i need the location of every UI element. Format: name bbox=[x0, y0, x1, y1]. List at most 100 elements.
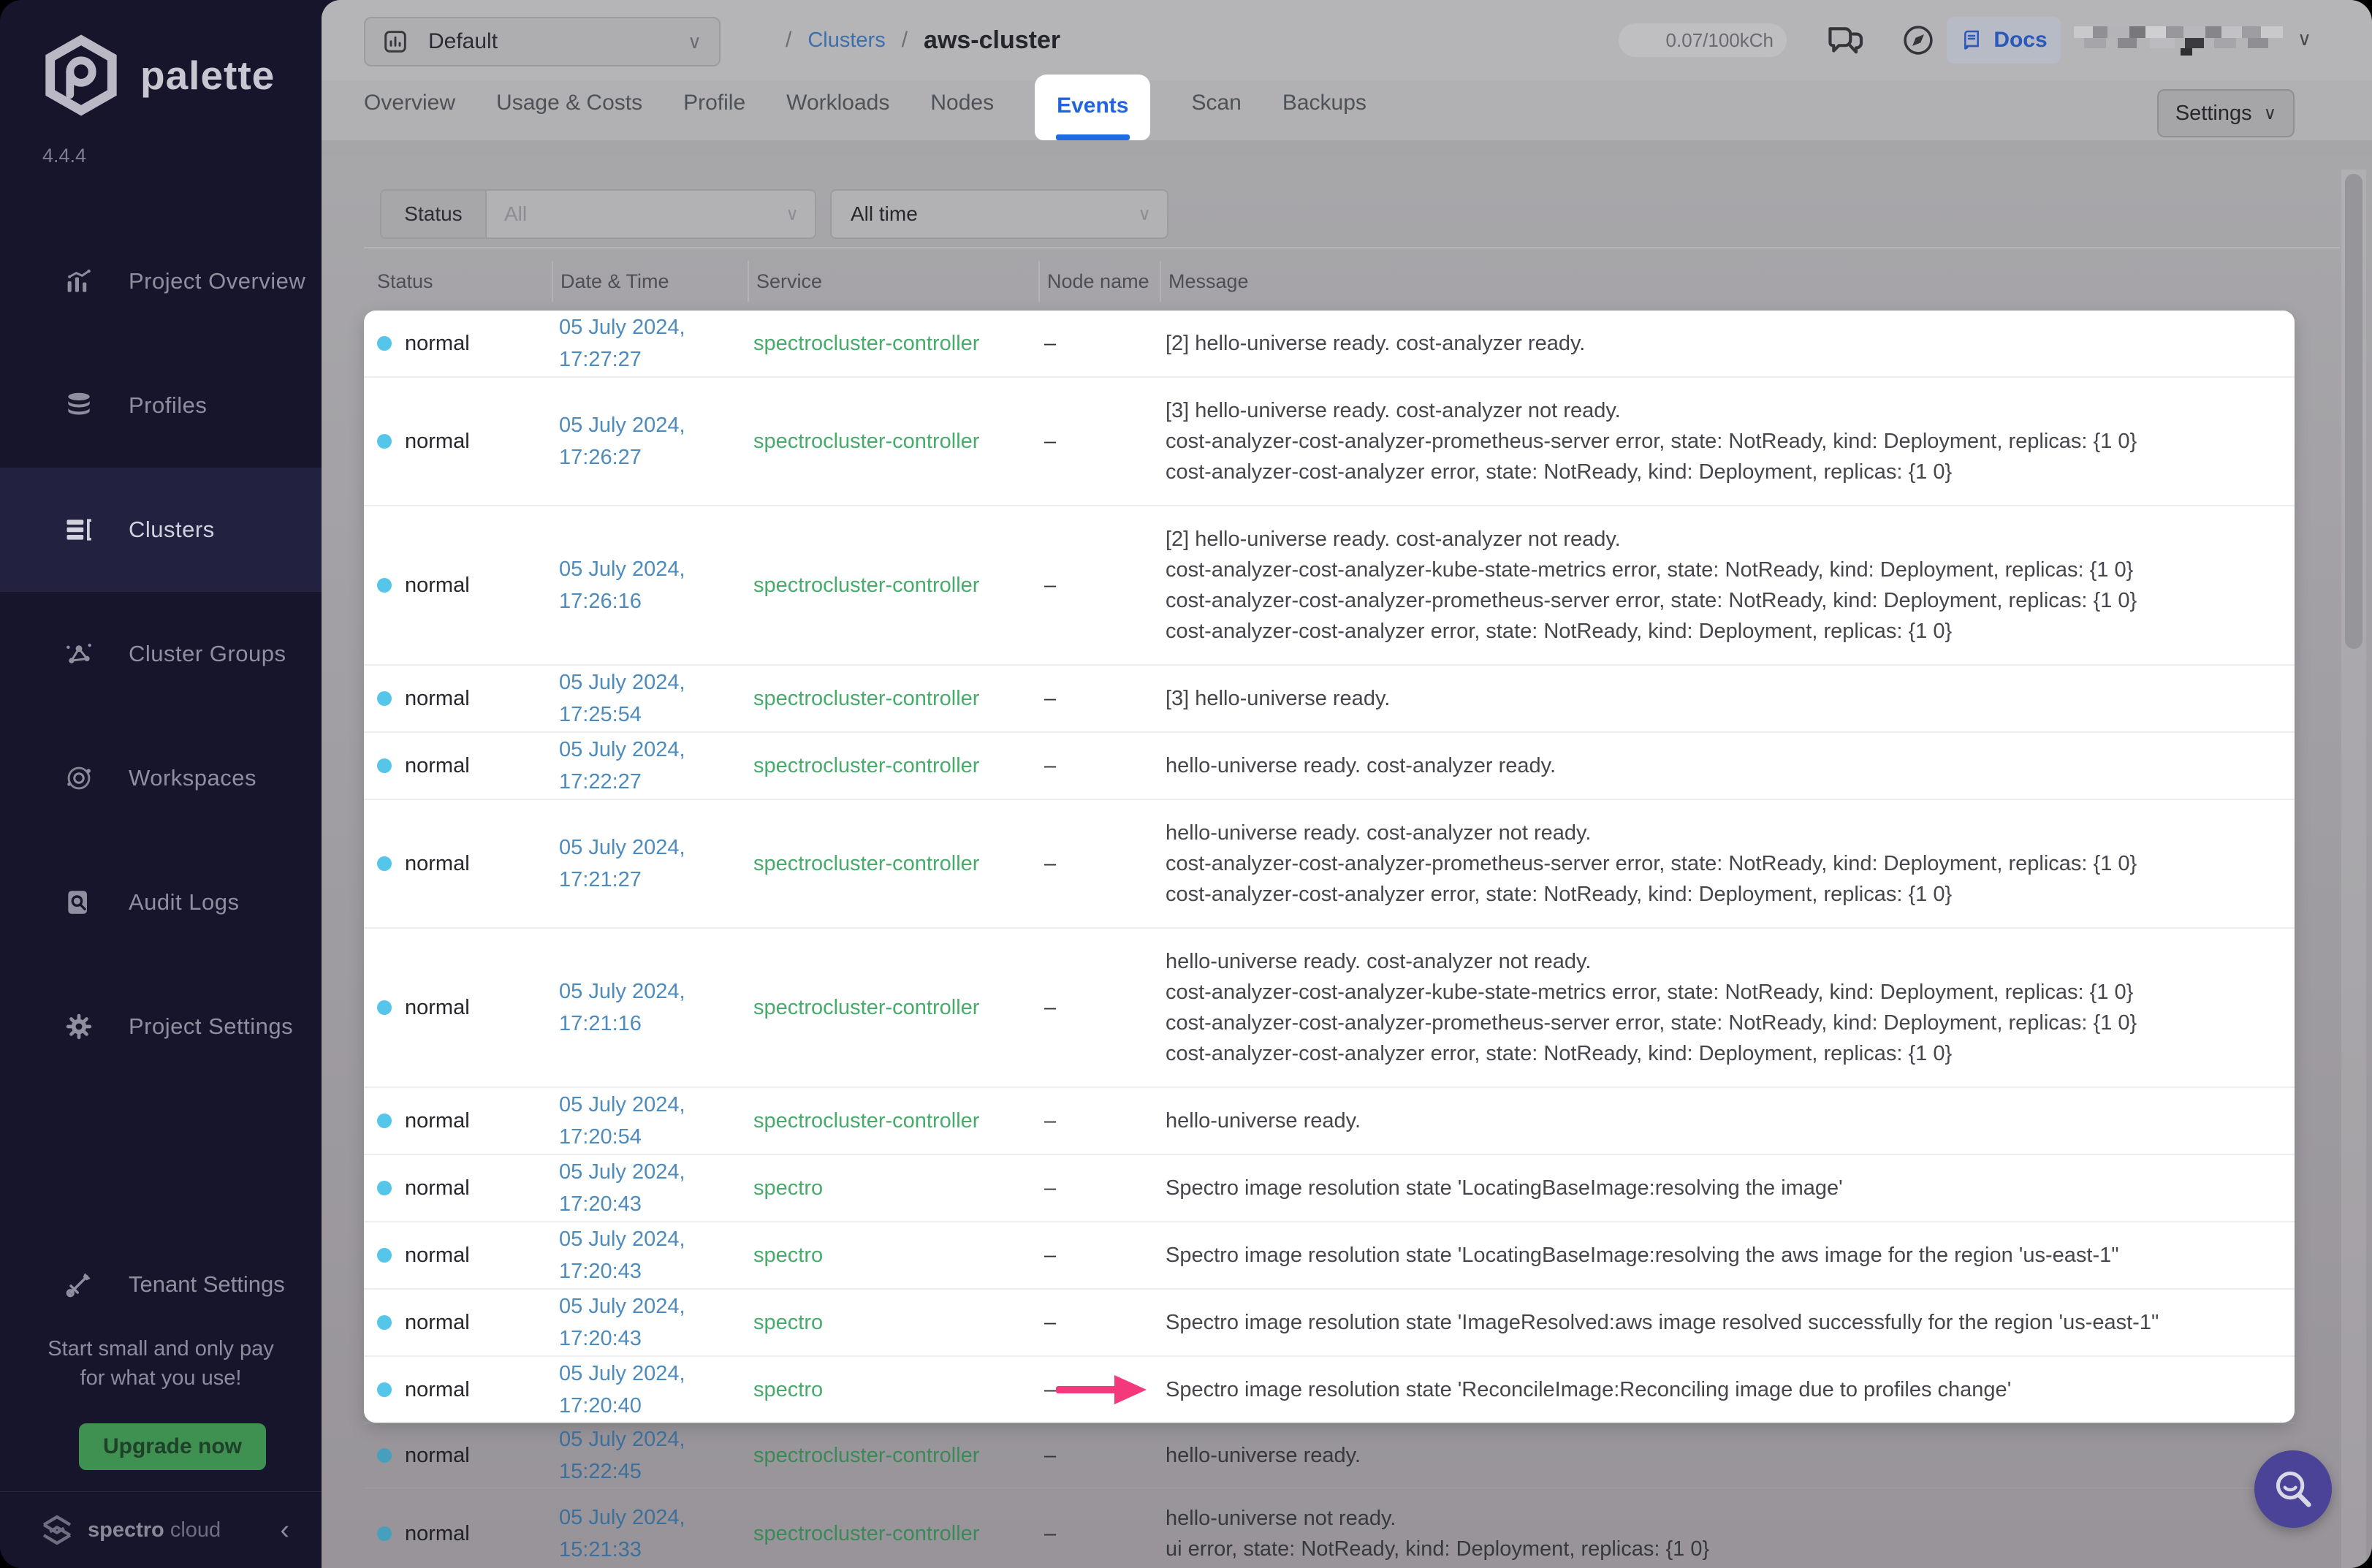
user-menu[interactable]: ∨ bbox=[2074, 18, 2311, 60]
status-dot-icon bbox=[377, 1114, 392, 1128]
usage-counter-pill: 0.07/100kCh bbox=[1619, 23, 1787, 57]
tab-overview[interactable]: Overview bbox=[364, 91, 456, 115]
event-service: spectrocluster-controller bbox=[753, 331, 980, 355]
event-message: hello-universe ready. cost-analyzer not … bbox=[1166, 821, 2137, 906]
status-dot-icon bbox=[377, 1181, 392, 1195]
event-datetime: 05 July 2024, 17:21:16 bbox=[559, 980, 685, 1035]
gear-icon bbox=[63, 1011, 95, 1043]
event-node-name: – bbox=[1044, 429, 1057, 453]
event-node-name: – bbox=[1044, 686, 1057, 710]
scrollbar-thumb[interactable] bbox=[2345, 174, 2363, 649]
sidebar-item-audit-logs[interactable]: Audit Logs bbox=[0, 840, 322, 964]
sidebar-item-label: Clusters bbox=[129, 517, 215, 542]
event-status-cell: normal bbox=[364, 574, 552, 598]
sidebar: palette 4.4.4 Project Overview Profiles … bbox=[0, 0, 322, 1568]
table-row[interactable]: normal 05 July 2024, 15:21:33 spectroclus… bbox=[364, 1488, 2295, 1568]
status-filter[interactable]: Status All ∨ bbox=[380, 189, 816, 239]
cluster-tabs: Overview Usage & Costs Profile Workloads… bbox=[322, 75, 2372, 155]
tab-scan[interactable]: Scan bbox=[1191, 91, 1242, 115]
spectro-cloud-logo: spectro cloud bbox=[39, 1514, 221, 1546]
upgrade-now-button[interactable]: Upgrade now bbox=[79, 1423, 266, 1470]
table-row[interactable]: normal 05 July 2024, 17:20:40 spectro – S… bbox=[364, 1355, 2295, 1423]
tab-usage-costs[interactable]: Usage & Costs bbox=[496, 91, 643, 115]
docs-button[interactable]: Docs bbox=[1947, 17, 2061, 64]
sidebar-footer: spectro cloud ‹ bbox=[0, 1491, 322, 1568]
table-row[interactable]: normal 05 July 2024, 17:27:27 spectroclus… bbox=[364, 311, 2295, 376]
sidebar-item-clusters[interactable]: Clusters bbox=[0, 468, 322, 592]
event-status: normal bbox=[405, 331, 470, 355]
sidebar-item-cluster-groups[interactable]: Cluster Groups bbox=[0, 592, 322, 716]
table-row[interactable]: normal 05 July 2024, 17:26:16 spectroclus… bbox=[364, 505, 2295, 664]
settings-button[interactable]: Settings ∨ bbox=[2157, 89, 2295, 137]
logo-wordmark: palette bbox=[140, 53, 275, 98]
event-status-cell: normal bbox=[364, 1109, 552, 1133]
status-dot-icon bbox=[377, 856, 392, 871]
table-row[interactable]: normal 05 July 2024, 17:21:16 spectroclus… bbox=[364, 927, 2295, 1086]
sidebar-item-workspaces[interactable]: Workspaces bbox=[0, 716, 322, 840]
event-service: spectro bbox=[753, 1310, 824, 1334]
sidebar-item-label: Tenant Settings bbox=[129, 1271, 285, 1297]
column-header-nodename: Node name bbox=[1038, 261, 1160, 302]
chat-bubbles-icon[interactable] bbox=[1824, 19, 1866, 61]
sidebar-collapse-chevron[interactable]: ‹ bbox=[280, 1515, 289, 1545]
sidebar-item-label: Workspaces bbox=[129, 765, 256, 791]
event-service: spectrocluster-controller bbox=[753, 429, 980, 453]
status-dot-icon bbox=[377, 1382, 392, 1397]
sidebar-item-label: Project Overview bbox=[129, 268, 306, 294]
events-table-header: Status Date & Time Service Node name Mes… bbox=[364, 252, 2295, 311]
status-dot-icon bbox=[377, 758, 392, 773]
search-help-button[interactable] bbox=[2254, 1450, 2332, 1528]
event-status: normal bbox=[405, 1521, 470, 1545]
tab-backups[interactable]: Backups bbox=[1282, 91, 1366, 115]
time-range-filter[interactable]: All time ∨ bbox=[830, 189, 1168, 239]
event-message: [2] hello-universe ready. cost-analyzer … bbox=[1166, 528, 2137, 643]
sidebar-item-project-overview[interactable]: Project Overview bbox=[0, 219, 322, 343]
event-service: spectrocluster-controller bbox=[753, 851, 980, 875]
tab-profile[interactable]: Profile bbox=[683, 91, 746, 115]
tab-workloads[interactable]: Workloads bbox=[786, 91, 890, 115]
column-header-status: Status bbox=[377, 270, 433, 292]
events-table: normal 05 July 2024, 17:27:27 spectroclus… bbox=[364, 311, 2295, 1568]
breadcrumb-current: aws-cluster bbox=[924, 26, 1061, 54]
breadcrumb-clusters-link[interactable]: Clusters bbox=[807, 28, 886, 52]
event-datetime: 05 July 2024, 17:22:27 bbox=[559, 738, 685, 793]
compass-icon[interactable] bbox=[1900, 22, 1936, 58]
tools-icon bbox=[63, 1268, 95, 1301]
table-row[interactable]: normal 05 July 2024, 17:20:54 spectroclus… bbox=[364, 1086, 2295, 1154]
table-row[interactable]: normal 05 July 2024, 17:22:27 spectroclus… bbox=[364, 731, 2295, 799]
event-node-name: – bbox=[1044, 1377, 1057, 1401]
table-row[interactable]: normal 05 July 2024, 17:25:54 spectroclus… bbox=[364, 664, 2295, 731]
table-row[interactable]: normal 05 July 2024, 17:20:43 spectro – S… bbox=[364, 1221, 2295, 1288]
status-dot-icon bbox=[377, 691, 392, 706]
table-row[interactable]: normal 05 July 2024, 17:21:27 spectroclus… bbox=[364, 799, 2295, 927]
event-message: Spectro image resolution state 'Locating… bbox=[1166, 1244, 2119, 1267]
status-dot-icon bbox=[377, 1448, 392, 1463]
event-node-name: – bbox=[1044, 851, 1057, 875]
table-row[interactable]: normal 05 July 2024, 17:20:43 spectro – S… bbox=[364, 1154, 2295, 1221]
orbit-icon bbox=[63, 762, 95, 794]
chevron-down-icon: ∨ bbox=[2263, 103, 2277, 123]
sidebar-item-profiles[interactable]: Profiles bbox=[0, 343, 322, 468]
table-row[interactable]: normal 05 July 2024, 17:26:27 spectroclus… bbox=[364, 376, 2295, 505]
filter-divider bbox=[364, 247, 2340, 248]
event-node-name: – bbox=[1044, 573, 1057, 597]
table-row[interactable]: normal 05 July 2024, 15:22:45 spectroclus… bbox=[364, 1423, 2295, 1488]
event-datetime: 05 July 2024, 17:26:27 bbox=[559, 414, 685, 469]
status-dot-icon bbox=[377, 434, 392, 449]
tab-events[interactable]: Events bbox=[1035, 75, 1151, 140]
event-node-name: – bbox=[1044, 1176, 1057, 1200]
project-selector[interactable]: Default ∨ bbox=[364, 17, 721, 66]
event-node-name: – bbox=[1044, 1243, 1057, 1267]
status-dot-icon bbox=[377, 1526, 392, 1541]
event-status: normal bbox=[405, 1443, 470, 1467]
sidebar-item-project-settings[interactable]: Project Settings bbox=[0, 964, 322, 1089]
event-status: normal bbox=[405, 573, 470, 597]
table-row[interactable]: normal 05 July 2024, 17:20:43 spectro – S… bbox=[364, 1288, 2295, 1355]
event-datetime: 05 July 2024, 15:21:33 bbox=[559, 1506, 685, 1561]
tab-nodes[interactable]: Nodes bbox=[930, 91, 995, 115]
event-status: normal bbox=[405, 1310, 470, 1334]
sidebar-item-tenant-settings[interactable]: Tenant Settings bbox=[0, 1255, 322, 1314]
chevron-down-icon: ∨ bbox=[687, 30, 702, 53]
event-message: hello-universe ready. bbox=[1166, 1444, 1361, 1467]
status-dot-icon bbox=[377, 336, 392, 351]
